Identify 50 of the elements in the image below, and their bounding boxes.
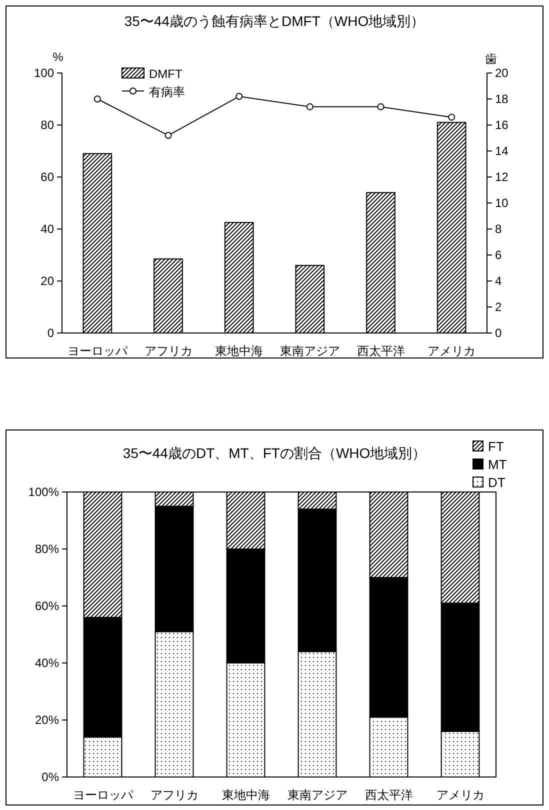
y2-tick-label: 12	[495, 170, 509, 184]
y-tick-label: 80%	[34, 542, 60, 556]
legend-label: MT	[488, 457, 507, 472]
y2-tick-label: 0	[495, 326, 502, 340]
point	[164, 132, 172, 139]
y-tick-label: 20	[40, 274, 54, 288]
y2-tick-label: 8	[495, 222, 502, 236]
y2-tick-label: 6	[495, 248, 502, 262]
x-tick-label: アメリカ	[428, 344, 476, 358]
chart-title: 35〜44歳のDT、MT、FTの割合（WHO地域別）	[122, 445, 426, 461]
point	[448, 114, 456, 121]
legend-label: DT	[488, 475, 506, 490]
x-tick-label: 東南アジア	[280, 344, 340, 358]
y-tick-label: 60%	[34, 599, 60, 613]
y-axis-title: %	[52, 50, 64, 64]
y2-tick-label: 16	[495, 118, 509, 132]
point	[377, 103, 384, 110]
y2-axis-title: 歯	[485, 52, 497, 66]
y-tick-label: 40%	[34, 656, 60, 670]
y-tick-label: 0%	[42, 770, 60, 784]
y2-tick-label: 18	[495, 92, 509, 106]
legend-label: 有病率	[149, 85, 185, 99]
y-tick-label: 0	[47, 326, 54, 340]
x-tick-label: ヨーロッパ	[72, 788, 134, 802]
x-tick-label: アフリカ	[150, 788, 198, 802]
legend-label: FT	[488, 439, 504, 454]
y2-tick-label: 20	[495, 66, 509, 80]
point	[94, 96, 101, 102]
x-tick-label: ヨーロッパ	[67, 344, 128, 358]
x-tick-label: 東地中海	[215, 344, 264, 358]
y2-tick-label: 14	[495, 144, 509, 158]
legend-label: DMFT	[149, 67, 183, 81]
point	[306, 103, 314, 110]
y-tick-label: 40	[40, 222, 54, 236]
x-tick-label: 東地中海	[222, 788, 270, 802]
y-tick-label: 100	[34, 66, 54, 80]
y2-tick-label: 10	[495, 196, 509, 210]
y-tick-label: 100%	[28, 485, 60, 499]
x-tick-label: アメリカ	[436, 788, 484, 802]
y-tick-label: 20%	[34, 713, 60, 727]
y-tick-label: 60	[40, 170, 54, 184]
point	[236, 92, 243, 100]
x-tick-label: 西太平洋	[364, 788, 413, 802]
y2-tick-label: 2	[495, 300, 502, 314]
x-tick-label: 西太平洋	[356, 344, 405, 358]
x-tick-label: 東南アジア	[287, 788, 348, 802]
y-tick-label: 80	[40, 118, 54, 132]
y2-tick-label: 4	[495, 274, 502, 288]
x-tick-label: アフリカ	[144, 344, 192, 358]
chart-title: 35〜44歳のう蝕有病率とDMFT（WHO地域別）	[124, 13, 425, 29]
